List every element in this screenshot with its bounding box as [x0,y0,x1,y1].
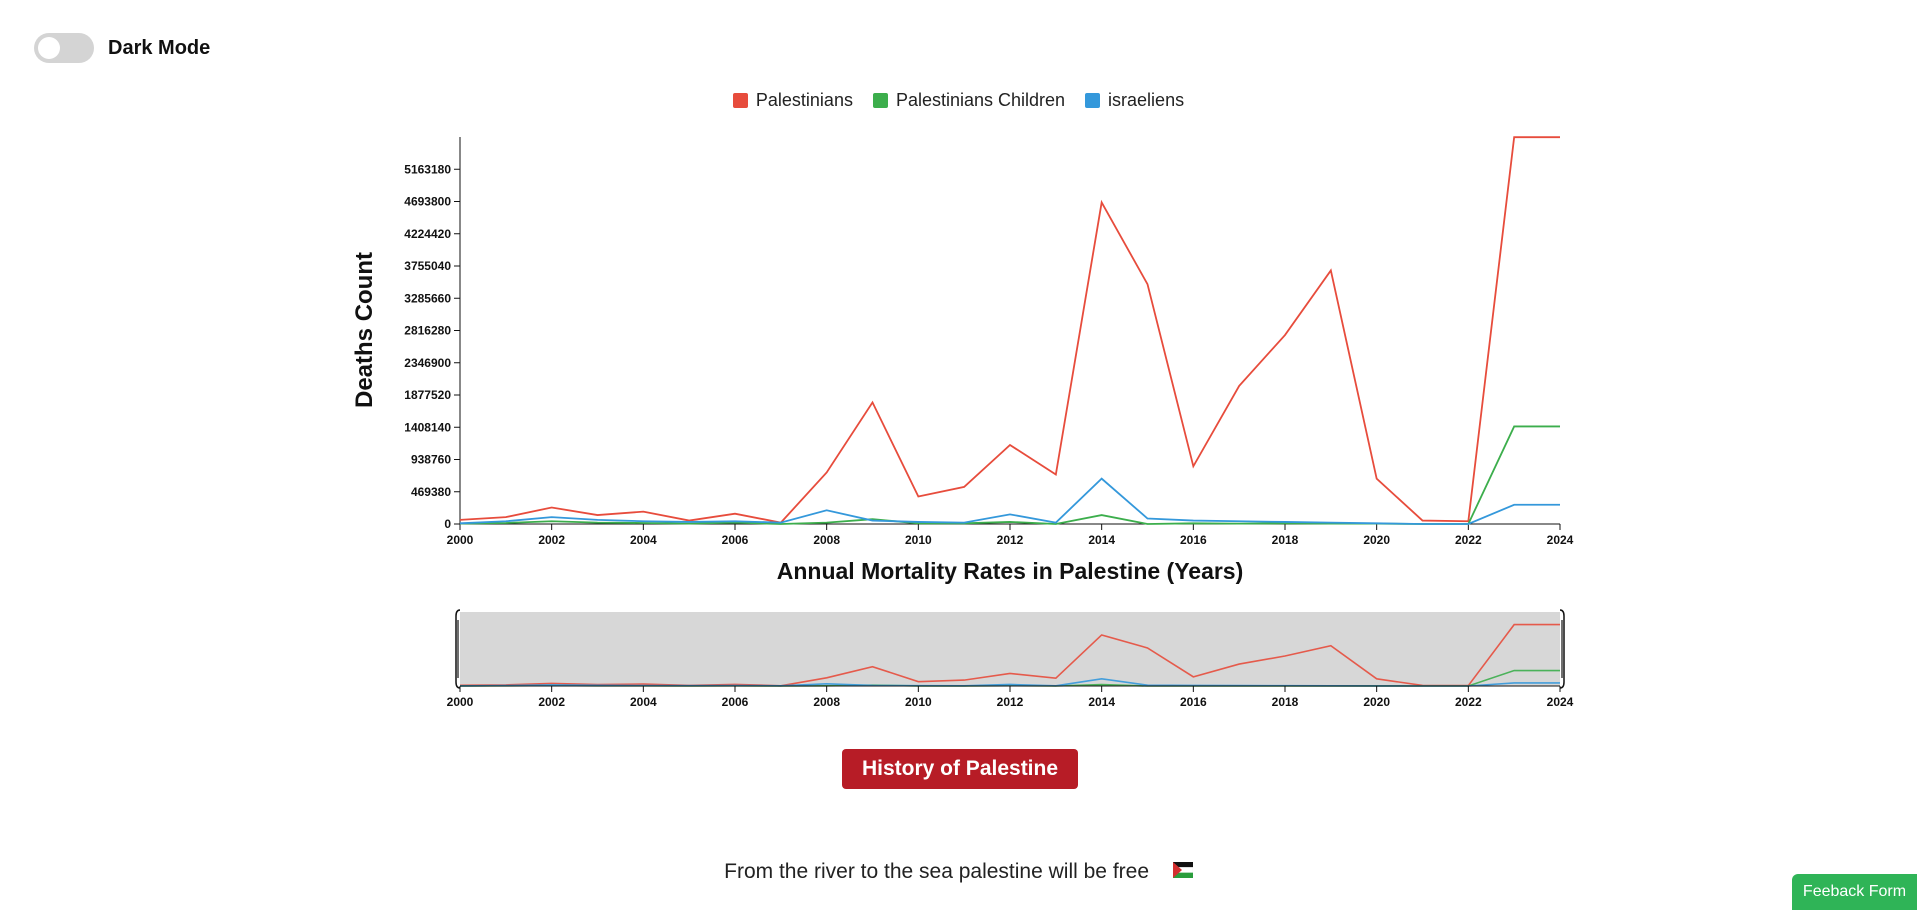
brush-handle-right[interactable] [1559,609,1565,689]
x-tick-label: 2020 [1363,533,1390,547]
x-tick-label: 2024 [1547,533,1574,547]
x-tick-label: 2006 [722,533,749,547]
y-tick-label: 0 [444,517,451,531]
legend-swatch [732,93,748,108]
legend-swatch [872,93,888,108]
brush-handle-left[interactable] [455,609,461,689]
overview-x-tick-label: 2022 [1455,695,1482,709]
overview-x-tick-label: 2004 [630,695,657,709]
x-tick-label: 2022 [1455,533,1482,547]
feedback-form-button[interactable]: Feeback Form [1792,874,1917,910]
x-tick-label: 2000 [447,533,474,547]
overview-x-tick-label: 2020 [1363,695,1390,709]
toggle-knob [38,37,60,59]
x-tick-label: 2012 [997,533,1024,547]
series-line-1 [459,425,1560,525]
y-tick-label: 4693800 [404,195,451,209]
footer-message: From the river to the sea palestine will… [0,860,1917,884]
overview-x-tick-label: 2016 [1180,695,1207,709]
footer-text: From the river to the sea palestine will… [724,860,1150,883]
x-tick-label: 2018 [1272,533,1299,547]
overview-x-tick-label: 2012 [997,695,1024,709]
series-line-2 [459,477,1560,525]
legend-label: israeliens [1108,90,1185,110]
palestine-flag-icon [1172,860,1194,884]
overview-x-tick-label: 2008 [813,695,840,709]
x-tick-label: 2008 [813,533,840,547]
series-line-0 [459,136,1560,524]
y-tick-label: 5163180 [404,162,451,176]
overview-x-tick-label: 2024 [1547,695,1574,709]
dark-mode-toggle[interactable] [34,33,94,63]
overview-line-0 [459,623,1560,687]
y-tick-label: 3755040 [404,259,451,273]
x-tick-label: 2016 [1180,533,1207,547]
overview-x-tick-label: 2010 [905,695,932,709]
y-tick-label: 1877520 [404,388,451,402]
overview-x-tick-label: 2014 [1088,695,1115,709]
legend-item-children[interactable]: Palestinians Children [872,90,1066,111]
y-tick-label: 938760 [411,453,451,467]
legend-label: Palestinians Children [895,90,1066,110]
dark-mode-label: Dark Mode [108,36,211,59]
y-tick-label: 4224420 [404,227,451,241]
history-button[interactable]: History of Palestine [842,749,1078,789]
legend-item-palestinians[interactable]: Palestinians [732,90,853,111]
y-tick-label: 2346900 [404,356,451,370]
x-axis-label: Annual Mortality Rates in Palestine (Yea… [776,558,1244,584]
overview-x-tick-label: 2000 [447,695,474,709]
brush-selection [460,612,1560,686]
chart-legend: Palestinians Palestinians Children israe… [0,90,1917,111]
y-tick-label: 1408140 [404,420,451,434]
overview-x-tick-label: 2006 [722,695,749,709]
legend-item-israeliens[interactable]: israeliens [1085,90,1184,111]
x-tick-label: 2014 [1088,533,1115,547]
x-tick-label: 2010 [905,533,932,547]
legend-swatch [1085,93,1101,108]
overview-x-tick-label: 2002 [538,695,565,709]
legend-label: Palestinians [755,90,853,110]
dark-mode-toggle-group: Dark Mode [34,33,210,63]
overview-x-tick-label: 2018 [1272,695,1299,709]
y-tick-label: 2816280 [404,324,451,338]
y-tick-label: 3285660 [404,291,451,305]
y-tick-label: 469380 [411,485,451,499]
x-tick-label: 2004 [630,533,657,547]
x-tick-label: 2002 [538,533,565,547]
